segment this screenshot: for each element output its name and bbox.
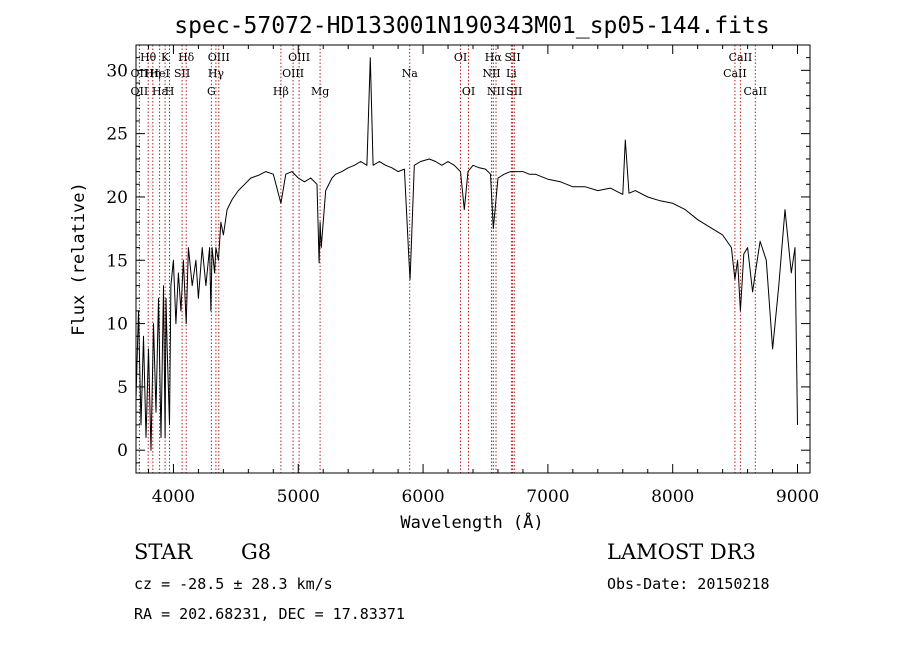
line-marker-label-5: K	[161, 51, 170, 64]
y-tick-label-1: 5	[117, 378, 128, 398]
x-tick-label-5: 9000	[776, 487, 819, 507]
line-marker-label-4: Hε	[152, 85, 168, 98]
x-tick-label-2: 6000	[401, 487, 444, 507]
redshift-readout: cz = -28.5 ± 28.3 km/s	[134, 575, 333, 593]
x-axis-label: Wavelength (Å)	[400, 511, 543, 533]
line-marker-label-22: NII	[482, 67, 500, 80]
line-marker-label-27: CaII	[723, 67, 747, 80]
line-marker-label-19: OI	[462, 85, 475, 98]
line-marker-label-3: OII	[131, 85, 149, 98]
line-marker-label-11: Hγ	[208, 67, 225, 80]
line-marker-label-2: Hη	[145, 67, 161, 80]
x-tick-label-4: 8000	[651, 487, 694, 507]
line-marker-label-0: Hθ	[140, 51, 157, 64]
line-marker-label-21: SII	[504, 51, 520, 64]
survey-name: LAMOST DR3	[607, 540, 756, 564]
x-tick-label-3: 7000	[526, 487, 569, 507]
line-marker-label-13: OIII	[288, 51, 310, 64]
line-marker-label-20: Hα	[485, 51, 503, 64]
y-axis-label: Flux (relative)	[69, 182, 89, 336]
line-marker-label-15: Hβ	[273, 85, 289, 98]
line-markers	[138, 45, 756, 473]
line-marker-label-14: OIII	[282, 67, 304, 80]
line-marker-label-17: Na	[402, 67, 419, 80]
line-marker-label-8: H	[165, 85, 175, 98]
line-marker-label-6: HeI	[149, 67, 169, 80]
plot-frame	[135, 44, 811, 474]
line-marker-label-12: G	[207, 85, 216, 98]
object-class: STAR	[134, 540, 193, 564]
y-tick-label-6: 30	[106, 61, 128, 81]
axis-ticks: 4000 5000 6000 7000 8000 9000 0 5 10 15 20 25 30	[106, 45, 819, 507]
line-marker-label-23: Li	[506, 67, 517, 80]
x-tick-label-0: 4000	[152, 487, 195, 507]
y-tick-label-4: 20	[106, 188, 128, 208]
line-marker-label-24: NII	[487, 85, 505, 98]
line-marker-label-25: SII	[506, 85, 522, 98]
line-marker-label-26: CaII	[729, 51, 753, 64]
y-tick-label-3: 15	[106, 251, 128, 271]
y-tick-label-5: 25	[106, 125, 128, 145]
observation-date: Obs-Date: 20150218	[607, 575, 770, 593]
coordinates-readout: RA = 202.68231, DEC = 17.83371	[134, 605, 405, 623]
line-marker-label-9: Hδ	[178, 51, 195, 64]
line-marker-label-18: OI	[454, 51, 467, 64]
chart-title: spec-57072-HD133001N190343M01_sp05-144.f…	[174, 13, 769, 39]
line-marker-label-7: SII	[174, 67, 190, 80]
line-marker-label-10: OIII	[208, 51, 230, 64]
y-tick-label-0: 0	[117, 441, 128, 461]
object-subclass: G8	[241, 540, 271, 564]
line-marker-label-16: Mg	[311, 85, 329, 98]
x-tick-label-1: 5000	[277, 487, 320, 507]
y-tick-label-2: 10	[106, 315, 128, 335]
line-marker-label-28: CaII	[743, 85, 767, 98]
spectrum-line	[135, 57, 798, 451]
